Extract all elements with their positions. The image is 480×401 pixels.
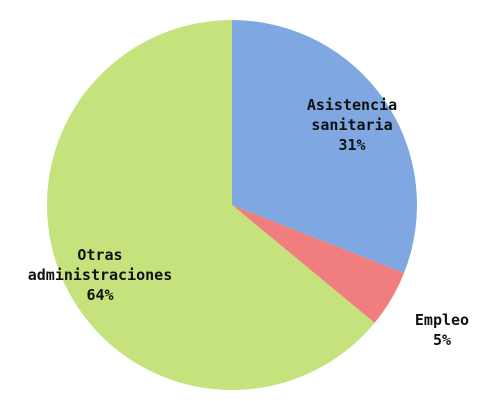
value-label: 31% [338,136,366,154]
slice-label: Empleo 5% [402,310,480,350]
slice-label: Asistencia sanitaria 31% [292,95,412,155]
pie-slice [232,205,405,323]
category-label: Asistencia sanitaria [306,96,398,134]
pie-slice [46,20,375,391]
category-label: Empleo [414,311,470,329]
slice-label: Otras administraciones 64% [3,245,198,305]
pie-slice [232,20,417,274]
value-label: 5% [432,331,452,349]
category-label: Otras administraciones [27,246,173,284]
value-label: 64% [86,286,114,304]
